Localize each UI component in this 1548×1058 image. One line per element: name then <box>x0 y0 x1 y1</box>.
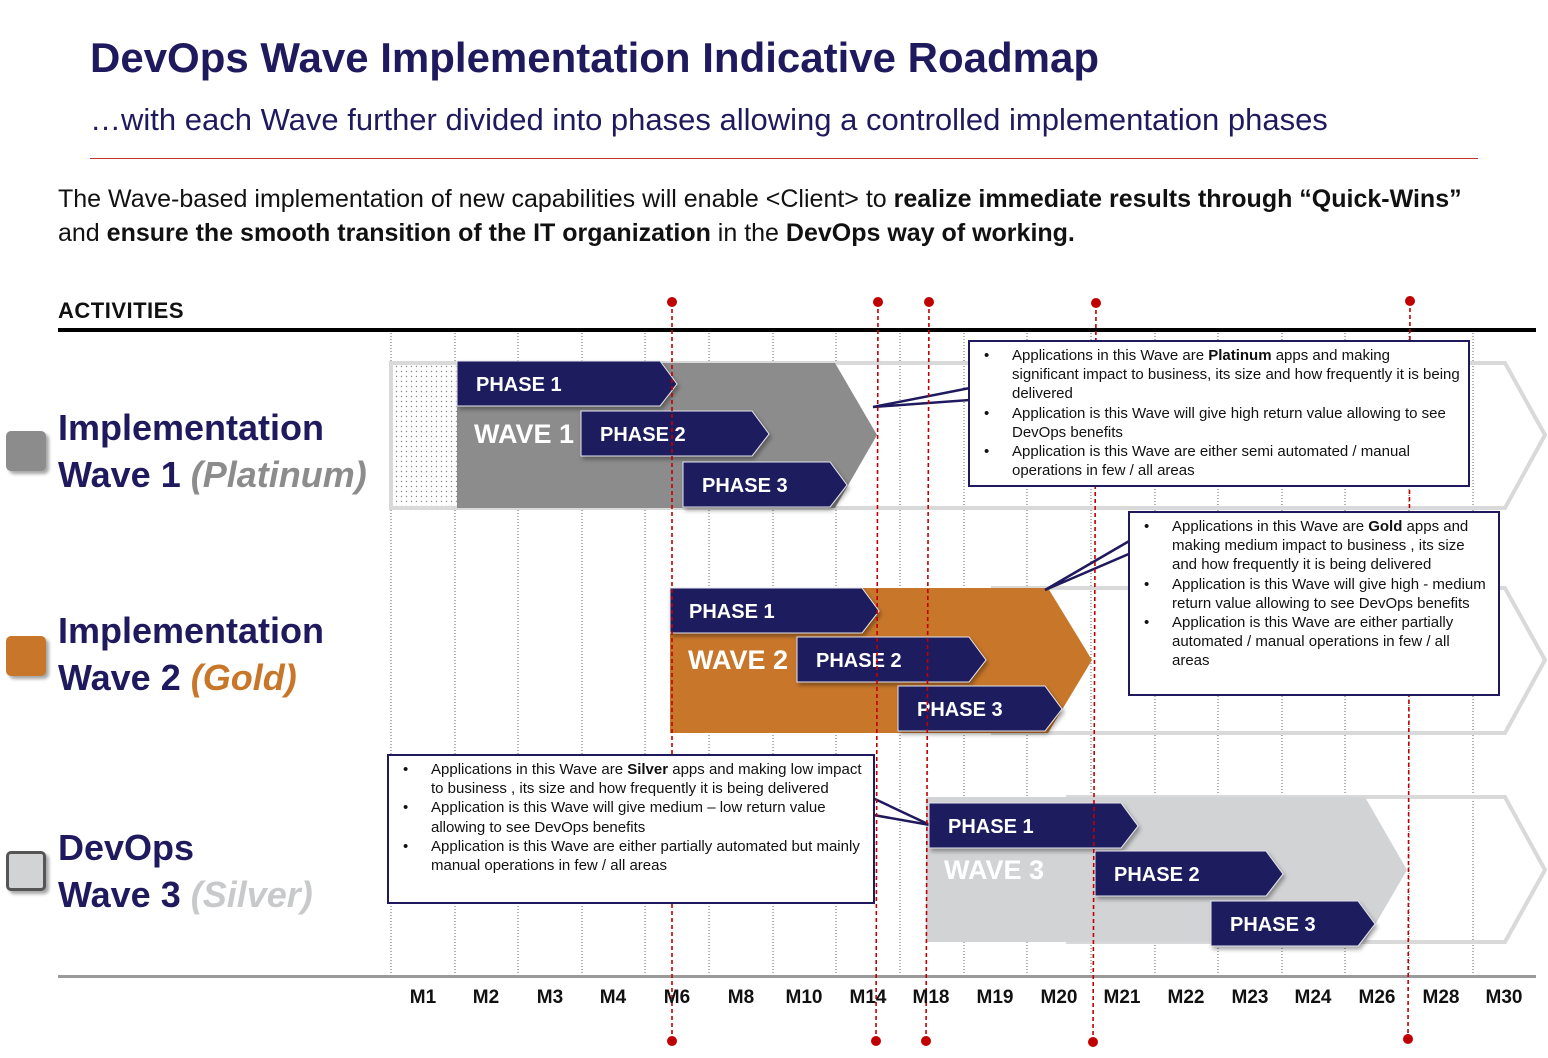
title-divider <box>90 158 1478 159</box>
wave2-swatch <box>6 636 46 676</box>
wave3-phase1-arrow <box>928 802 1139 849</box>
month-label: M4 <box>599 987 627 1008</box>
wave1-phase3-arrow <box>682 461 848 508</box>
wave3-label-line2: Wave 3 (Silver) <box>58 871 313 918</box>
wave3-phase3-label: PHASE 3 <box>1230 914 1316 936</box>
wave2-label-line2: Wave 2 (Gold) <box>58 654 324 701</box>
wave1-phase1-arrow <box>456 360 678 407</box>
month-label: M30 <box>1485 987 1523 1008</box>
timeline-bottom-rule <box>58 975 1536 978</box>
month-label: M8 <box>727 987 755 1008</box>
wave1-label: Implementation Wave 1 (Platinum) <box>58 404 367 498</box>
month-label: M28 <box>1422 987 1460 1008</box>
month-label: M24 <box>1294 987 1332 1008</box>
wave3-callout: Applications in this Wave are Silver app… <box>387 754 875 904</box>
wave3-swatch <box>6 851 46 891</box>
wave2-label: Implementation Wave 2 (Gold) <box>58 607 324 701</box>
wave1-callout-item: Application is this Wave will give high … <box>978 404 1460 442</box>
wave1-dotted-lead <box>393 365 457 506</box>
intro-text-1: The Wave-based implementation of new cap… <box>58 185 894 213</box>
intro-text-3: in the <box>710 219 786 247</box>
milestone-dot <box>1403 1034 1413 1044</box>
page-title: DevOps Wave Implementation Indicative Ro… <box>90 34 1100 81</box>
wave3-callout-item: Application is this Wave are either part… <box>397 837 865 875</box>
wave3-label: DevOps Wave 3 (Silver) <box>58 824 313 918</box>
wave1-swatch <box>6 431 46 471</box>
wave1-tier: (Platinum) <box>190 454 367 495</box>
milestone-dot <box>1088 1037 1098 1047</box>
page-subtitle: …with each Wave further divided into pha… <box>90 102 1328 137</box>
milestone-dot <box>921 1036 931 1046</box>
month-label: M20 <box>1040 987 1078 1008</box>
month-label: M26 <box>1358 987 1396 1008</box>
wave2-name: Wave 2 <box>58 657 181 698</box>
wave1-callout: Applications in this Wave are Platinum a… <box>968 340 1470 487</box>
milestone-dots <box>667 296 1415 1047</box>
month-label: M3 <box>536 987 564 1008</box>
milestone-dot <box>667 297 677 307</box>
wave3-bar-label: WAVE 3 <box>944 855 1044 885</box>
intro-bold-3: DevOps way of working. <box>785 219 1075 247</box>
month-label: M1 <box>409 987 437 1008</box>
activities-header: ACTIVITIES <box>58 298 185 323</box>
wave3-phase2-label: PHASE 2 <box>1114 864 1200 886</box>
month-label: M18 <box>912 987 950 1008</box>
month-label: M21 <box>1103 987 1141 1008</box>
wave3-label-line1: DevOps <box>58 827 195 868</box>
month-label: M23 <box>1231 987 1269 1008</box>
month-label: M10 <box>785 987 823 1008</box>
month-label: M6 <box>663 987 691 1008</box>
intro-paragraph: The Wave-based implementation of new cap… <box>58 182 1498 250</box>
wave2-tier: (Gold) <box>190 657 297 698</box>
wave2-phase2-label: PHASE 2 <box>816 650 902 672</box>
wave2-phase2-arrow <box>796 636 987 683</box>
wave1-bar-label: WAVE 1 <box>474 419 574 449</box>
wave2-callout-item: Application is this Wave will give high … <box>1138 575 1490 613</box>
milestone-dot <box>871 1036 881 1046</box>
wave2-callout-item: Application is this Wave are either part… <box>1138 613 1490 671</box>
wave1-phase3-label: PHASE 3 <box>702 475 788 497</box>
milestone-dot <box>873 297 883 307</box>
wave3-phase1-label: PHASE 1 <box>948 816 1034 838</box>
wave3-name: Wave 3 <box>58 874 181 915</box>
wave2-phase1-label: PHASE 1 <box>689 601 775 623</box>
month-label: M19 <box>976 987 1014 1008</box>
milestone-dot <box>667 1036 677 1046</box>
wave2-callout-item: Applications in this Wave are Gold apps … <box>1138 517 1490 575</box>
wave1-label-line2: Wave 1 (Platinum) <box>58 451 367 498</box>
wave1-name: Wave 1 <box>58 454 181 495</box>
month-label: M14 <box>849 987 887 1008</box>
wave1-callout-item: Applications in this Wave are Platinum a… <box>978 346 1460 404</box>
wave1-phase2-arrow <box>580 410 770 457</box>
callout2-pointer <box>1044 537 1133 592</box>
wave1-callout-item: Application is this Wave are either semi… <box>978 442 1460 480</box>
milestone-dot <box>1091 298 1101 308</box>
wave3-callout-item: Applications in this Wave are Silver app… <box>397 760 865 798</box>
wave3-callout-item: Application is this Wave will give mediu… <box>397 798 865 836</box>
wave1-phase2-label: PHASE 2 <box>600 424 686 446</box>
wave3-tier: (Silver) <box>190 874 313 915</box>
callout1-pointer <box>872 386 972 409</box>
wave2-bar-label: WAVE 2 <box>688 645 788 675</box>
month-label: M22 <box>1167 987 1205 1008</box>
wave2-callout: Applications in this Wave are Gold apps … <box>1128 511 1500 696</box>
wave2-phase1-arrow <box>669 587 880 634</box>
wave1-label-line1: Implementation <box>58 407 325 448</box>
timeline-top-rule <box>58 328 1536 332</box>
wave2-phase3-arrow <box>897 685 1063 732</box>
milestone-dot <box>924 297 934 307</box>
wave2-phase3-label: PHASE 3 <box>917 699 1003 721</box>
wave1-phase1-label: PHASE 1 <box>476 374 562 396</box>
wave2-label-line1: Implementation <box>58 610 325 651</box>
month-label: M2 <box>472 987 500 1008</box>
intro-bold-2: ensure the smooth transition of the IT o… <box>106 219 711 247</box>
wave3-phase3-arrow <box>1210 900 1376 947</box>
milestone-dot <box>1405 296 1415 306</box>
intro-text-2: and <box>58 219 107 247</box>
intro-bold-1: realize immediate results through “Quick… <box>893 185 1462 213</box>
wave3-phase2-arrow <box>1094 850 1284 897</box>
